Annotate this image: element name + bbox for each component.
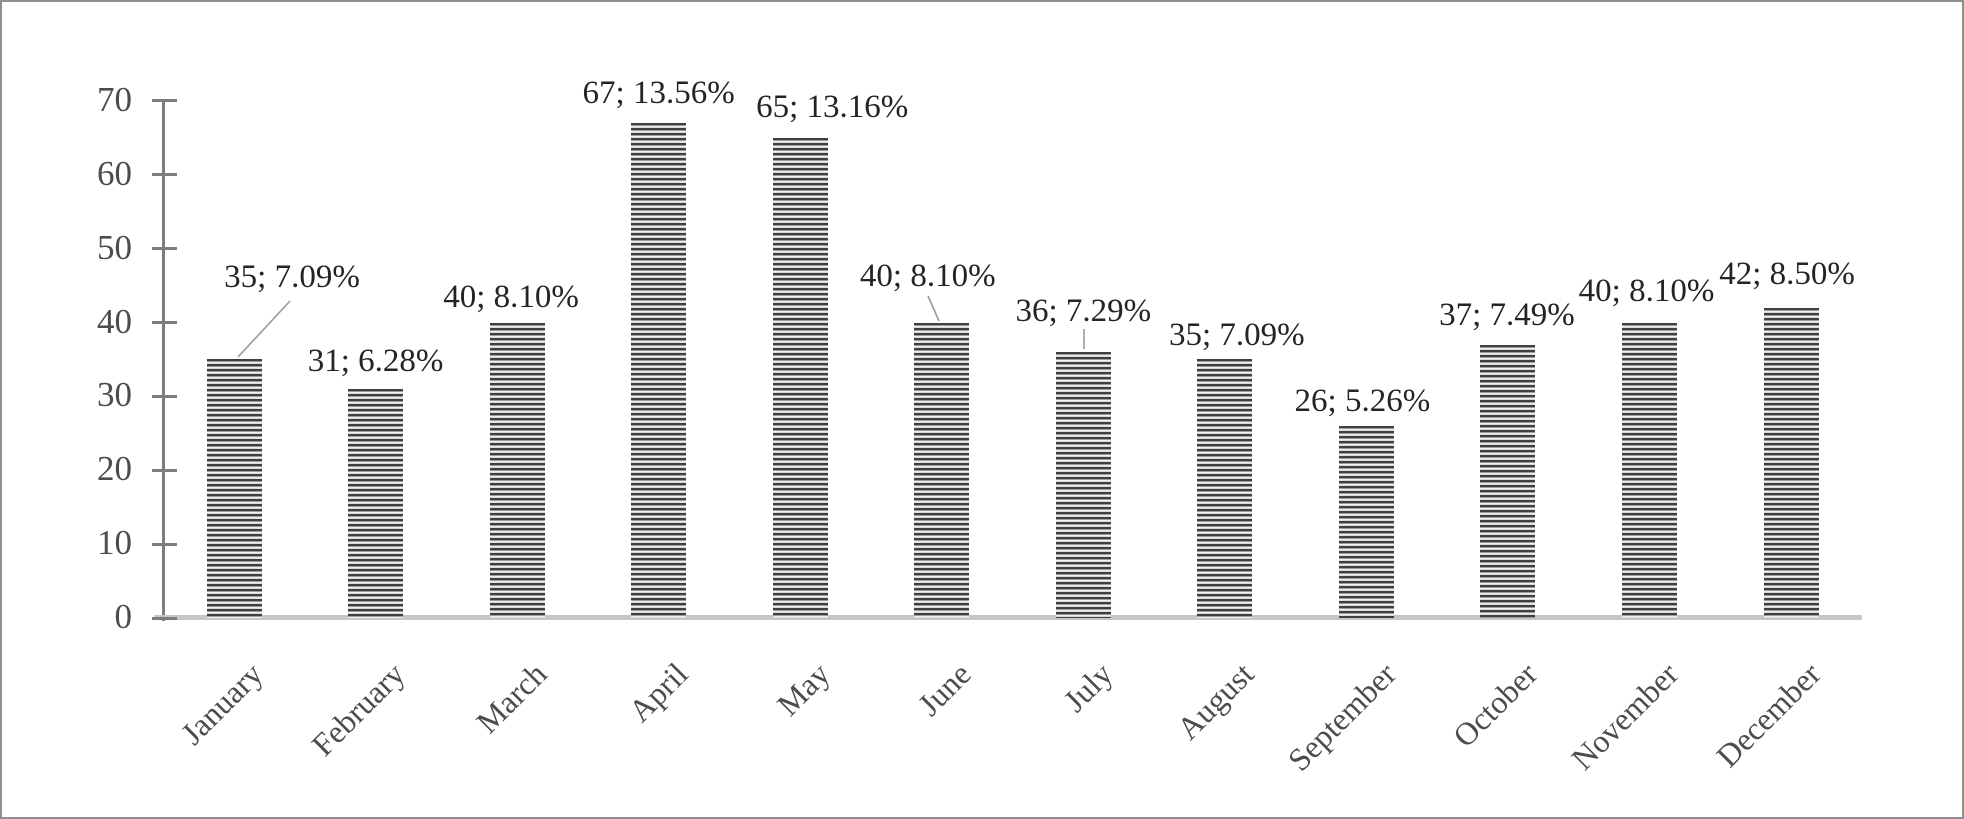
data-label-february: 31; 6.28%: [307, 343, 444, 379]
data-label-december: 42; 8.50%: [1719, 256, 1855, 292]
x-axis-label-november: November: [1564, 655, 1686, 777]
bar-august: [1197, 359, 1253, 618]
y-axis-tick-label: 20: [97, 449, 132, 489]
y-axis-tick: [152, 616, 177, 620]
y-axis-tick: [152, 173, 177, 177]
bar-april: [631, 123, 687, 618]
data-label-april: 67; 13.56%: [582, 75, 735, 111]
x-axis-label-october: October: [1445, 655, 1544, 754]
x-axis-line: [154, 615, 1862, 620]
data-label-november: 40; 8.10%: [1578, 273, 1715, 309]
bar-june: [914, 323, 970, 618]
leader-line-january: [237, 300, 291, 358]
x-axis-label-july: July: [1056, 655, 1120, 719]
x-axis-label-march: March: [468, 655, 554, 741]
x-axis-label-september: September: [1280, 655, 1403, 778]
x-axis-label-may: May: [769, 655, 837, 723]
data-label-july: 36; 7.29%: [1015, 293, 1152, 329]
y-axis-tick-label: 50: [97, 227, 132, 267]
x-axis-label-january: January: [174, 655, 271, 752]
bar-july: [1055, 352, 1111, 618]
y-axis-tick: [152, 99, 177, 103]
y-axis-tick-label: 0: [114, 597, 133, 637]
bar-may: [772, 138, 828, 618]
x-axis-label-august: August: [1170, 655, 1261, 747]
bar-october: [1480, 345, 1536, 618]
bar-february: [348, 389, 404, 618]
x-axis-label-february: February: [304, 655, 412, 763]
y-axis-tick-label: 30: [97, 375, 132, 415]
y-axis-tick-label: 40: [97, 301, 132, 341]
data-label-january: 35; 7.09%: [224, 259, 360, 295]
leader-line-june: [927, 295, 940, 322]
bar-november: [1622, 323, 1677, 618]
y-axis-tick: [152, 321, 177, 325]
x-axis-label-december: December: [1708, 655, 1828, 775]
data-label-june: 40; 8.10%: [859, 258, 996, 294]
y-axis-tick: [152, 247, 177, 251]
y-axis-tick-label: 70: [97, 80, 132, 120]
bar-january: [206, 359, 262, 618]
x-axis-label-june: June: [910, 655, 978, 723]
bar-march: [489, 323, 545, 618]
data-label-august: 35; 7.09%: [1169, 317, 1305, 353]
data-label-march: 40; 8.10%: [443, 279, 579, 315]
x-axis-label-april: April: [621, 655, 695, 729]
y-axis-tick-label: 10: [97, 523, 132, 563]
data-label-october: 37; 7.49%: [1439, 297, 1575, 333]
y-axis-tick: [152, 394, 177, 398]
y-axis-line: [162, 100, 165, 621]
data-label-september: 26; 5.26%: [1294, 383, 1431, 419]
data-label-may: 65; 13.16%: [756, 89, 909, 125]
y-axis-tick: [152, 468, 177, 472]
y-axis-tick-label: 60: [97, 153, 132, 193]
bar-september: [1338, 426, 1394, 618]
y-axis-tick: [152, 542, 177, 546]
bar-december: [1763, 308, 1819, 618]
